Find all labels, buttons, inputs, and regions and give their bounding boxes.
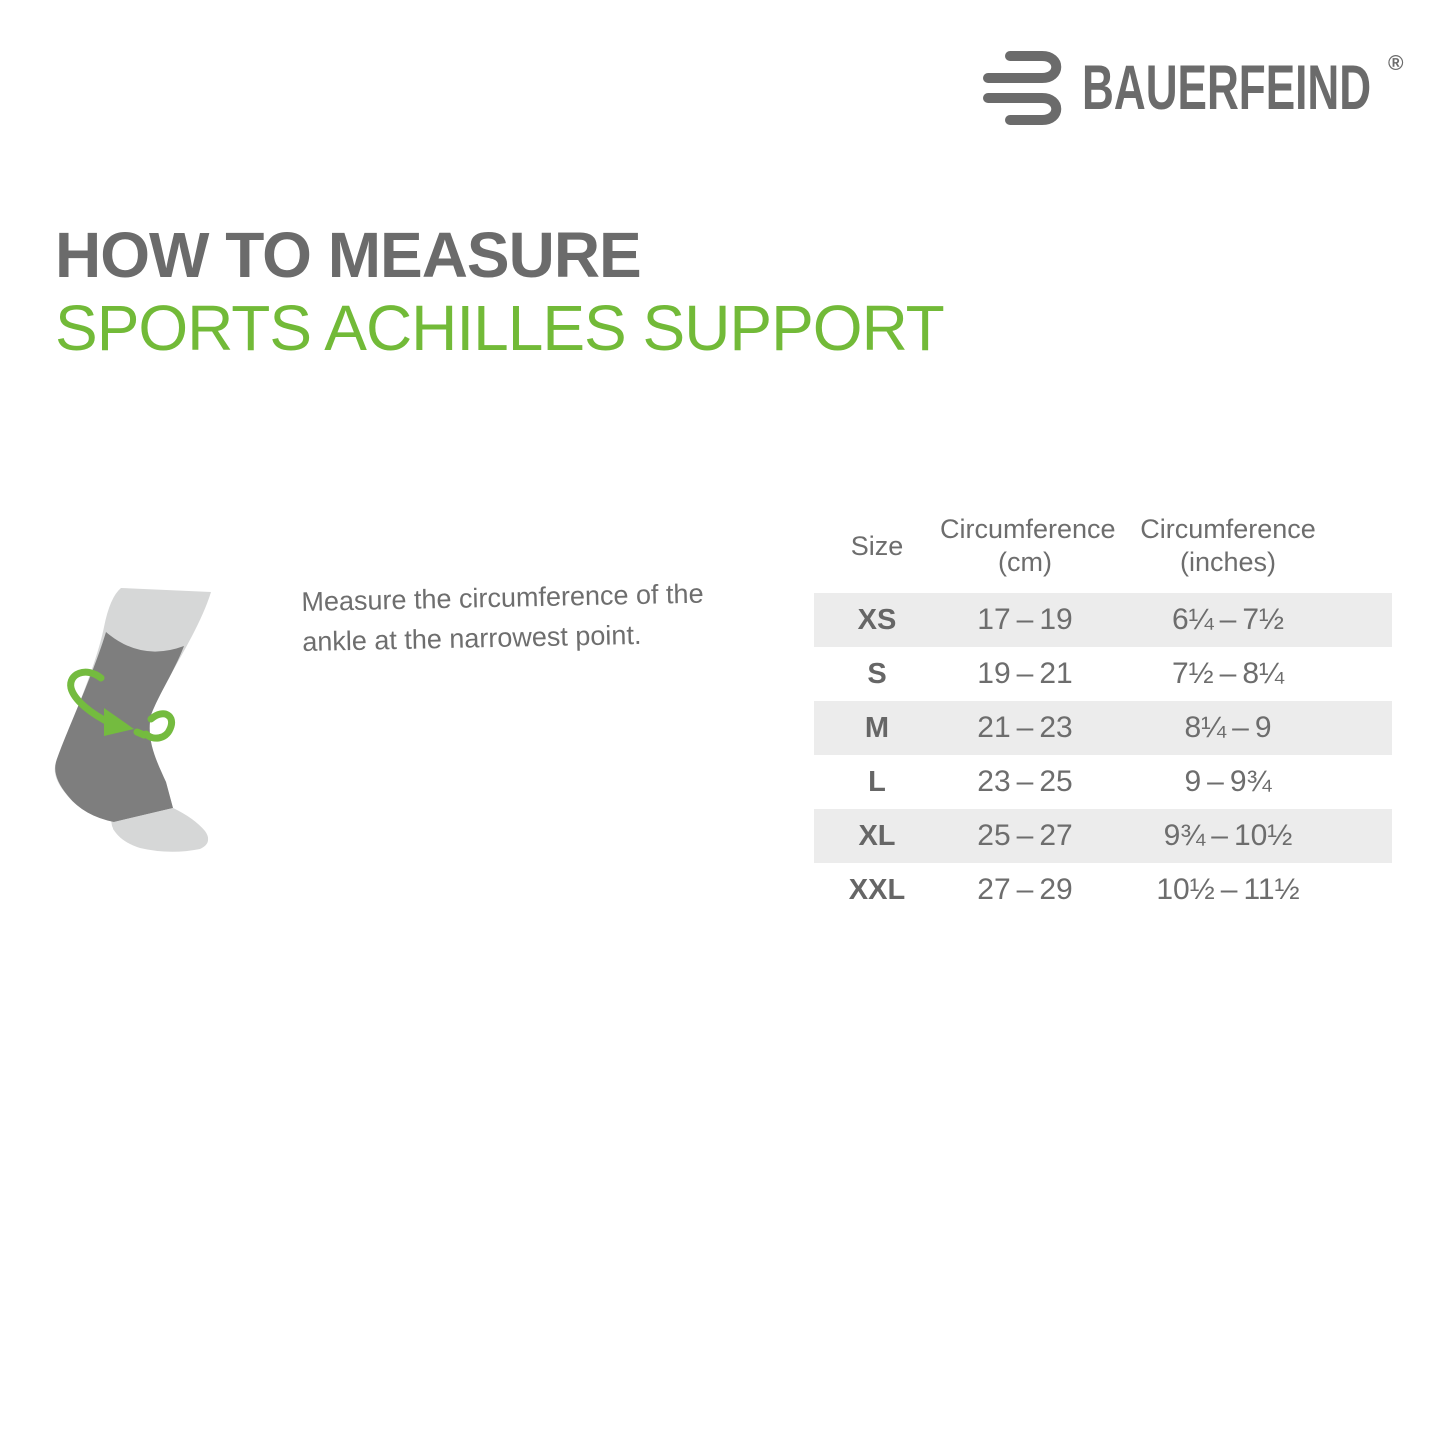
size-label: XS <box>857 603 897 636</box>
cm-range: 27 – 29 <box>977 873 1073 906</box>
cm-range: 19 – 21 <box>977 657 1073 690</box>
cm-range: 25 – 27 <box>977 819 1073 852</box>
table-row-m: M 21 – 23 8¼ – 9 <box>814 701 1392 755</box>
size-label: XXL <box>848 873 906 906</box>
ankle-measurement-illustration <box>54 588 211 852</box>
table-row-s: S 19 – 21 7½ – 8¼ <box>814 647 1392 701</box>
cm-range: 23 – 25 <box>977 765 1073 798</box>
size-chart-body: XS 17 – 19 6¼ – 7½ S 19 – 21 7½ – 8¼ M 2… <box>814 593 1392 917</box>
inch-range: 8¼ – 9 <box>1184 711 1272 744</box>
measuring-instruction: Measure the circumference of the ankle a… <box>301 578 704 657</box>
size-label: M <box>864 711 890 744</box>
cm-range: 17 – 19 <box>977 603 1073 636</box>
page-title: HOW TO MEASURE <box>55 219 642 291</box>
table-row-l: L 23 – 25 9 – 9¾ <box>814 755 1392 809</box>
size-label: L <box>868 765 886 798</box>
inch-range: 10½ – 11½ <box>1156 873 1300 906</box>
header-circumference-inches: Circumference (inches) <box>1140 514 1316 577</box>
bauerfeind-b-icon <box>983 51 1062 125</box>
registered-trademark-symbol: ® <box>1388 52 1404 75</box>
table-row-xs: XS 17 – 19 6¼ – 7½ <box>814 593 1392 647</box>
size-label: S <box>867 657 887 690</box>
header-size: Size <box>850 530 904 561</box>
brand-logo: BAUERFEIND ® <box>980 46 1440 130</box>
product-subtitle: SPORTS ACHILLES SUPPORT <box>55 292 945 364</box>
inch-range: 9¾ – 10½ <box>1163 819 1293 852</box>
inch-range: 7½ – 8¼ <box>1171 657 1285 690</box>
size-label: XL <box>858 819 896 852</box>
inch-range: 9 – 9¾ <box>1184 765 1272 798</box>
size-chart-table: Size Circumference (cm) Circumference (i… <box>814 503 1392 917</box>
table-row-xl: XL 25 – 27 9¾ – 10½ <box>814 809 1392 863</box>
measure-arrow-icon <box>67 668 175 742</box>
cm-range: 21 – 23 <box>977 711 1073 744</box>
size-chart-header-row: Size Circumference (cm) Circumference (i… <box>814 503 1392 589</box>
header-circumference-cm: Circumference (cm) <box>940 514 1116 577</box>
table-row-xxl: XXL 27 – 29 10½ – 11½ <box>814 863 1392 917</box>
inch-range: 6¼ – 7½ <box>1171 603 1285 636</box>
brand-wordmark: BAUERFEIND <box>1082 53 1372 123</box>
